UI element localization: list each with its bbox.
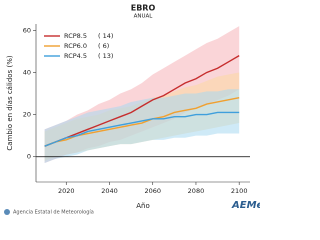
y-tick-label: 40 — [23, 68, 31, 76]
x-tick-label: 2100 — [231, 187, 248, 195]
x-tick-label: 2060 — [144, 187, 161, 195]
legend-label: RCP6.0 — [64, 42, 87, 50]
legend-label: RCP8.5 — [64, 32, 87, 40]
legend-count: ( 13) — [98, 52, 113, 60]
series-line — [44, 111, 240, 147]
footer-logo — [4, 209, 10, 215]
footer: Agencia Estatal de Meteorología — [13, 209, 94, 216]
x-axis-label: Año — [136, 202, 150, 210]
chart-title: EBRO — [131, 4, 156, 13]
x-tick-label: 2020 — [58, 187, 75, 195]
chart-subtitle: ANUAL — [134, 14, 154, 20]
chart: EBRO ANUAL Año Cambio en días cálidos (%… — [4, 4, 269, 216]
series-line — [44, 54, 240, 147]
logo: AEMet — [231, 200, 260, 211]
y-tick-label: 20 — [23, 111, 31, 119]
uncertainty-band — [44, 89, 240, 164]
y-tick-label: 60 — [23, 26, 31, 34]
x-tick-label: 2080 — [188, 187, 205, 195]
legend-label: RCP4.5 — [64, 52, 87, 60]
x-tick-label: 2040 — [101, 187, 118, 195]
legend-count: ( 6) — [98, 42, 109, 50]
legend-count: ( 14) — [98, 32, 113, 40]
y-tick-label: 0 — [27, 153, 31, 161]
y-axis-label: Cambio en días cálidos (%) — [6, 55, 14, 150]
